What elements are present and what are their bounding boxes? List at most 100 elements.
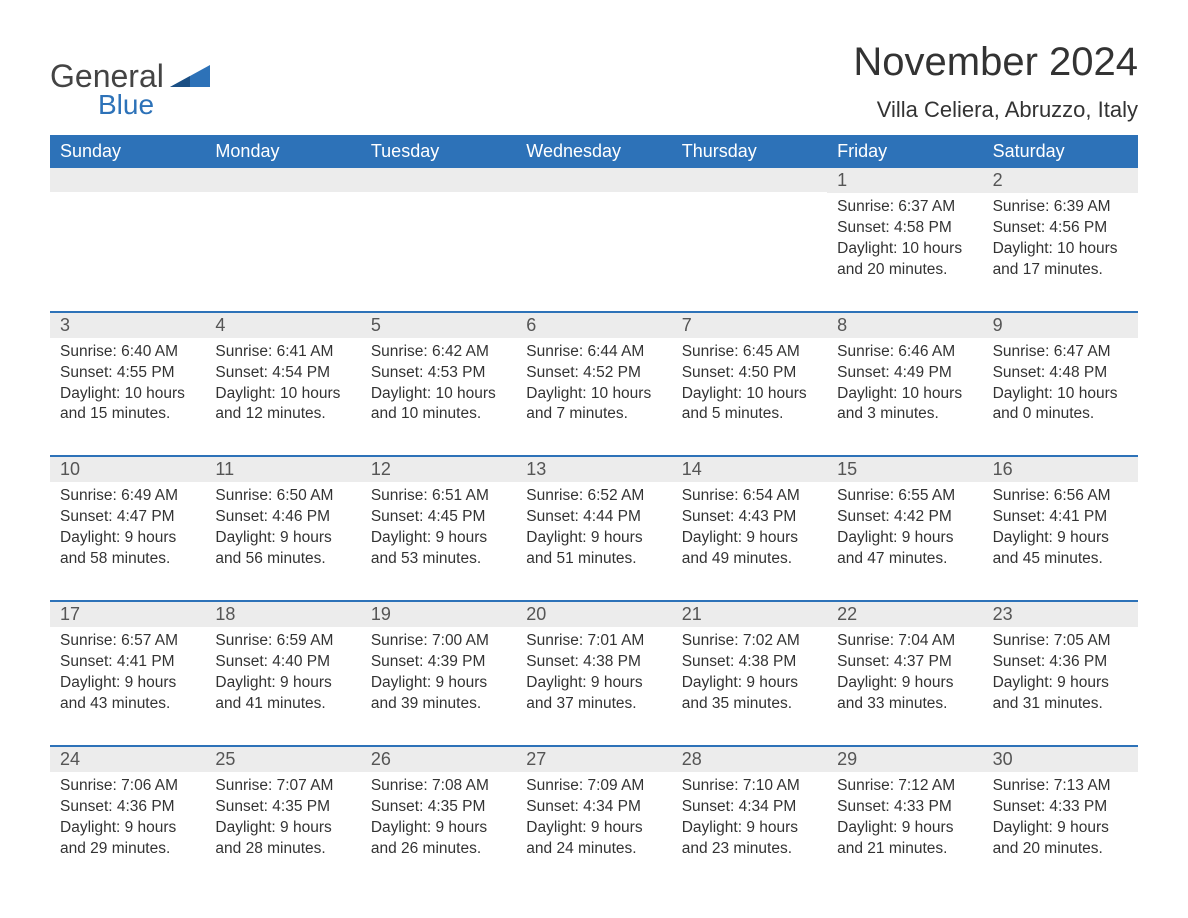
calendar: SundayMondayTuesdayWednesdayThursdayFrid…: [50, 135, 1138, 871]
logo: General Blue: [50, 40, 210, 121]
sunrise-line: Sunrise: 6:42 AM: [371, 342, 506, 363]
sunrise-line: Sunrise: 7:08 AM: [371, 776, 506, 797]
sunset-line: Sunset: 4:48 PM: [993, 363, 1128, 384]
daynum-row: 30: [983, 745, 1138, 772]
day-cell-28: 28Sunrise: 7:10 AMSunset: 4:34 PMDayligh…: [672, 745, 827, 872]
daynum-row: 15: [827, 455, 982, 482]
day-number: 7: [672, 315, 827, 336]
daylight-line: Daylight: 9 hours and 37 minutes.: [526, 673, 661, 715]
sunrise-line: Sunrise: 6:41 AM: [215, 342, 350, 363]
day-cell-23: 23Sunrise: 7:05 AMSunset: 4:36 PMDayligh…: [983, 600, 1138, 727]
daynum-row: 1: [827, 168, 982, 193]
day-cell-11: 11Sunrise: 6:50 AMSunset: 4:46 PMDayligh…: [205, 455, 360, 582]
sunrise-line: Sunrise: 6:49 AM: [60, 486, 195, 507]
day-number: 2: [983, 170, 1138, 191]
daynum-row: 5: [361, 311, 516, 338]
day-number: 4: [205, 315, 360, 336]
day-number: 22: [827, 604, 982, 625]
day-cell-30: 30 Sunrise: 7:13 AMSunset: 4:33 PMDayligh…: [983, 745, 1138, 872]
day-cell-2: 2Sunrise: 6:39 AMSunset: 4:56 PMDaylight…: [983, 168, 1138, 293]
daynum-row: [516, 168, 671, 192]
header: General Blue November 2024 Villa Celiera…: [50, 40, 1138, 123]
day-number: 6: [516, 315, 671, 336]
daynum-row: 14: [672, 455, 827, 482]
sunrise-line: Sunrise: 7:04 AM: [837, 631, 972, 652]
day-cell-empty: [516, 168, 671, 293]
sunset-line: Sunset: 4:50 PM: [682, 363, 817, 384]
day-cell-18: 18Sunrise: 6:59 AMSunset: 4:40 PMDayligh…: [205, 600, 360, 727]
daylight-line: Daylight: 10 hours and 5 minutes.: [682, 384, 817, 426]
day-cell-21: 21Sunrise: 7:02 AMSunset: 4:38 PMDayligh…: [672, 600, 827, 727]
sunset-line: Sunset: 4:33 PM: [993, 797, 1128, 818]
sunrise-line: Sunrise: 6:55 AM: [837, 486, 972, 507]
sunset-line: Sunset: 4:36 PM: [993, 652, 1128, 673]
sunrise-line: Sunrise: 6:57 AM: [60, 631, 195, 652]
day-number: 30: [983, 749, 1138, 770]
daynum-row: 24: [50, 745, 205, 772]
sunrise-line: Sunrise: 6:44 AM: [526, 342, 661, 363]
daynum-row: 13: [516, 455, 671, 482]
sunset-line: Sunset: 4:44 PM: [526, 507, 661, 528]
weekday-tuesday: Tuesday: [361, 135, 516, 168]
daynum-row: 22: [827, 600, 982, 627]
daynum-row: 7: [672, 311, 827, 338]
day-number: 18: [205, 604, 360, 625]
day-cell-25: 25Sunrise: 7:07 AMSunset: 4:35 PMDayligh…: [205, 745, 360, 872]
daylight-line: Daylight: 10 hours and 7 minutes.: [526, 384, 661, 426]
weekday-header-row: SundayMondayTuesdayWednesdayThursdayFrid…: [50, 135, 1138, 168]
day-cell-1: 1Sunrise: 6:37 AMSunset: 4:58 PMDaylight…: [827, 168, 982, 293]
sunset-line: Sunset: 4:42 PM: [837, 507, 972, 528]
day-cell-8: 8Sunrise: 6:46 AMSunset: 4:49 PMDaylight…: [827, 311, 982, 438]
daynum-row: [205, 168, 360, 192]
day-cell-5: 5Sunrise: 6:42 AMSunset: 4:53 PMDaylight…: [361, 311, 516, 438]
daylight-line: Daylight: 10 hours and 0 minutes.: [993, 384, 1128, 426]
daylight-line: Daylight: 9 hours and 23 minutes.: [682, 818, 817, 860]
daylight-line: Daylight: 10 hours and 15 minutes.: [60, 384, 195, 426]
sunset-line: Sunset: 4:35 PM: [215, 797, 350, 818]
week-row: 3Sunrise: 6:40 AMSunset: 4:55 PMDaylight…: [50, 311, 1138, 438]
sunrise-line: Sunrise: 7:02 AM: [682, 631, 817, 652]
daylight-line: Daylight: 9 hours and 31 minutes.: [993, 673, 1128, 715]
day-cell-15: 15Sunrise: 6:55 AMSunset: 4:42 PMDayligh…: [827, 455, 982, 582]
daylight-line: Daylight: 9 hours and 56 minutes.: [215, 528, 350, 570]
sunset-line: Sunset: 4:36 PM: [60, 797, 195, 818]
sunset-line: Sunset: 4:55 PM: [60, 363, 195, 384]
day-number: 24: [50, 749, 205, 770]
week-row: 10Sunrise: 6:49 AMSunset: 4:47 PMDayligh…: [50, 455, 1138, 582]
weekday-sunday: Sunday: [50, 135, 205, 168]
day-cell-12: 12Sunrise: 6:51 AMSunset: 4:45 PMDayligh…: [361, 455, 516, 582]
sunrise-line: Sunrise: 6:51 AM: [371, 486, 506, 507]
daynum-row: 12: [361, 455, 516, 482]
day-cell-empty: [361, 168, 516, 293]
day-number: 5: [361, 315, 516, 336]
sunset-line: Sunset: 4:34 PM: [526, 797, 661, 818]
day-cell-17: 17Sunrise: 6:57 AMSunset: 4:41 PMDayligh…: [50, 600, 205, 727]
day-number: 20: [516, 604, 671, 625]
sunset-line: Sunset: 4:58 PM: [837, 218, 972, 239]
day-number: 3: [50, 315, 205, 336]
sunrise-line: Sunrise: 7:13 AM: [993, 776, 1128, 797]
day-cell-6: 6Sunrise: 6:44 AMSunset: 4:52 PMDaylight…: [516, 311, 671, 438]
weekday-wednesday: Wednesday: [516, 135, 671, 168]
sunset-line: Sunset: 4:54 PM: [215, 363, 350, 384]
day-cell-26: 26Sunrise: 7:08 AMSunset: 4:35 PMDayligh…: [361, 745, 516, 872]
day-number: 26: [361, 749, 516, 770]
day-cell-20: 20Sunrise: 7:01 AMSunset: 4:38 PMDayligh…: [516, 600, 671, 727]
sunrise-line: Sunrise: 6:39 AM: [993, 197, 1128, 218]
daylight-line: Daylight: 9 hours and 20 minutes.: [993, 818, 1128, 860]
daynum-row: 26: [361, 745, 516, 772]
daynum-row: 11: [205, 455, 360, 482]
weekday-monday: Monday: [205, 135, 360, 168]
sunset-line: Sunset: 4:37 PM: [837, 652, 972, 673]
day-cell-3: 3 Sunrise: 6:40 AMSunset: 4:55 PMDaylight…: [50, 311, 205, 438]
sunset-line: Sunset: 4:39 PM: [371, 652, 506, 673]
day-number: 13: [516, 459, 671, 480]
sunset-line: Sunset: 4:46 PM: [215, 507, 350, 528]
sunrise-line: Sunrise: 6:40 AM: [60, 342, 195, 363]
sunrise-line: Sunrise: 7:00 AM: [371, 631, 506, 652]
daylight-line: Daylight: 9 hours and 39 minutes.: [371, 673, 506, 715]
sunrise-line: Sunrise: 6:45 AM: [682, 342, 817, 363]
day-number: 12: [361, 459, 516, 480]
day-cell-13: 13Sunrise: 6:52 AMSunset: 4:44 PMDayligh…: [516, 455, 671, 582]
day-number: 14: [672, 459, 827, 480]
